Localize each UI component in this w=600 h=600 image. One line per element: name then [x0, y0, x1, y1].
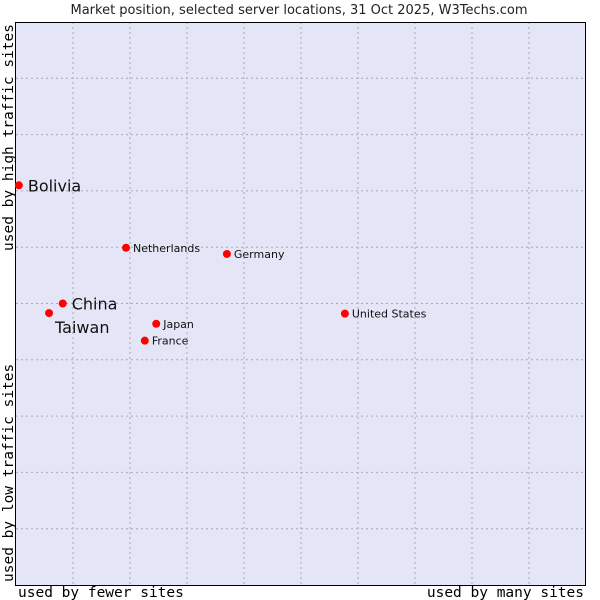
- data-point-france: [140, 336, 149, 345]
- grid: [16, 22, 586, 585]
- data-point-taiwan: [45, 309, 54, 318]
- chart-title: Market position, selected server locatio…: [70, 3, 527, 18]
- data-label: Netherlands: [133, 242, 200, 255]
- points: Bolivia Netherlands Germany China Taiwan Japa…: [14, 176, 427, 348]
- data-label: Japan: [162, 318, 194, 331]
- data-label: United States: [352, 308, 427, 321]
- y-axis-label-high: used by high traffic sites: [1, 24, 17, 251]
- y-axis-label-low: used by low traffic sites: [1, 364, 17, 582]
- x-axis-label-low: used by fewer sites: [18, 585, 184, 600]
- data-point-japan: [152, 319, 161, 328]
- data-point-china: [58, 299, 67, 308]
- data-point-bolivia: [14, 181, 23, 190]
- x-axis-label-high: used by many sites: [427, 585, 584, 600]
- data-point-netherlands: [122, 243, 131, 252]
- data-point-united-states: [340, 309, 349, 318]
- data-label: France: [152, 335, 189, 348]
- data-label: Taiwan: [54, 318, 109, 337]
- data-label: Germany: [234, 248, 285, 261]
- data-label: China: [72, 295, 118, 314]
- data-label: Bolivia: [28, 176, 81, 195]
- data-point-germany: [222, 249, 231, 258]
